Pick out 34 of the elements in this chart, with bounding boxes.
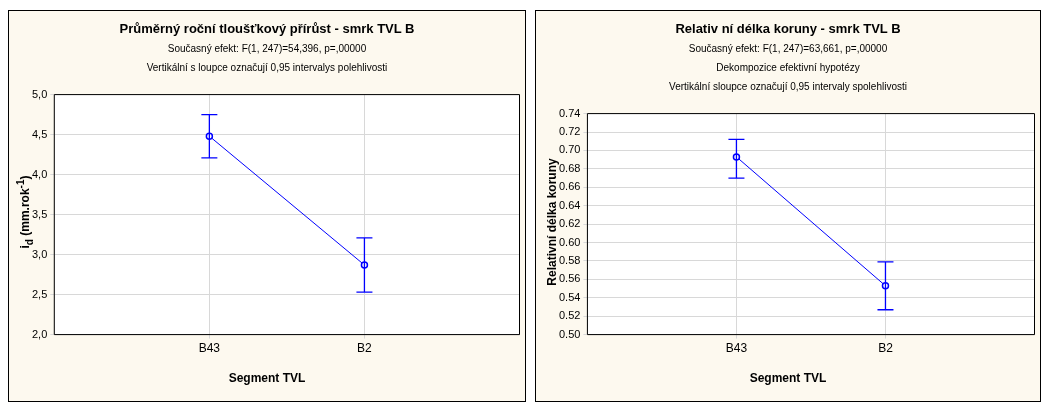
chart-title: Relativ ní délka koruny - smrk TVL B: [674, 21, 902, 36]
y-tick-label: 0.72: [558, 125, 581, 138]
y-tick-label: 3,5: [31, 207, 48, 220]
chart-subtitle: Současný efekt: F(1, 247)=63,661, p=,00000: [687, 43, 889, 54]
x-axis-title: Segment TVL: [748, 371, 828, 385]
x-tick-label: B2: [357, 341, 373, 356]
y-tick-label: 0.74: [558, 106, 581, 119]
x-tick-label: B43: [198, 341, 221, 356]
y-tick-label: 0.56: [558, 272, 581, 285]
y-tick-label: 0.62: [558, 217, 581, 230]
y-tick-label: 0.50: [558, 327, 581, 340]
y-tick-label: 3,0: [31, 247, 48, 260]
y-axis-title: Relativní délka koruny: [545, 157, 559, 286]
text: Vertikální sloupce označují 0,95 intervaly spolehlivosti: [668, 81, 908, 92]
y-tick-label: 4,5: [31, 127, 48, 140]
y-tick-label: 4,0: [31, 167, 48, 180]
x-tick-label: B43: [725, 341, 748, 356]
chart-subtitle: Současný efekt: F(1, 247)=54,396, p=,00000: [166, 43, 368, 54]
x-axis-title: Segment TVL: [227, 371, 307, 385]
y-tick-label: 0.70: [558, 143, 581, 156]
y-tick-label: 0.64: [558, 198, 581, 211]
text: Vertikální s loupce označují 0,95 intervalys polehlivosti: [145, 62, 389, 73]
y-tick-label: 0.66: [558, 180, 581, 193]
text: Dekompozice efektivní hypotézy: [715, 62, 861, 73]
y-tick-label: 0.68: [558, 161, 581, 174]
chart-title: Průměrný roční tloušťkový přírůst - smrk TVL B: [118, 21, 416, 36]
y-tick-label: 2,5: [31, 287, 48, 300]
y-tick-label: 0.54: [558, 290, 581, 303]
x-tick-label: B2: [878, 341, 894, 356]
y-tick-label: 5,0: [31, 87, 48, 100]
y-tick-label: 0.58: [558, 253, 581, 266]
y-tick-label: 0.52: [558, 309, 581, 322]
y-tick-label: 2,0: [31, 327, 48, 340]
y-tick-label: 0.60: [558, 235, 581, 248]
